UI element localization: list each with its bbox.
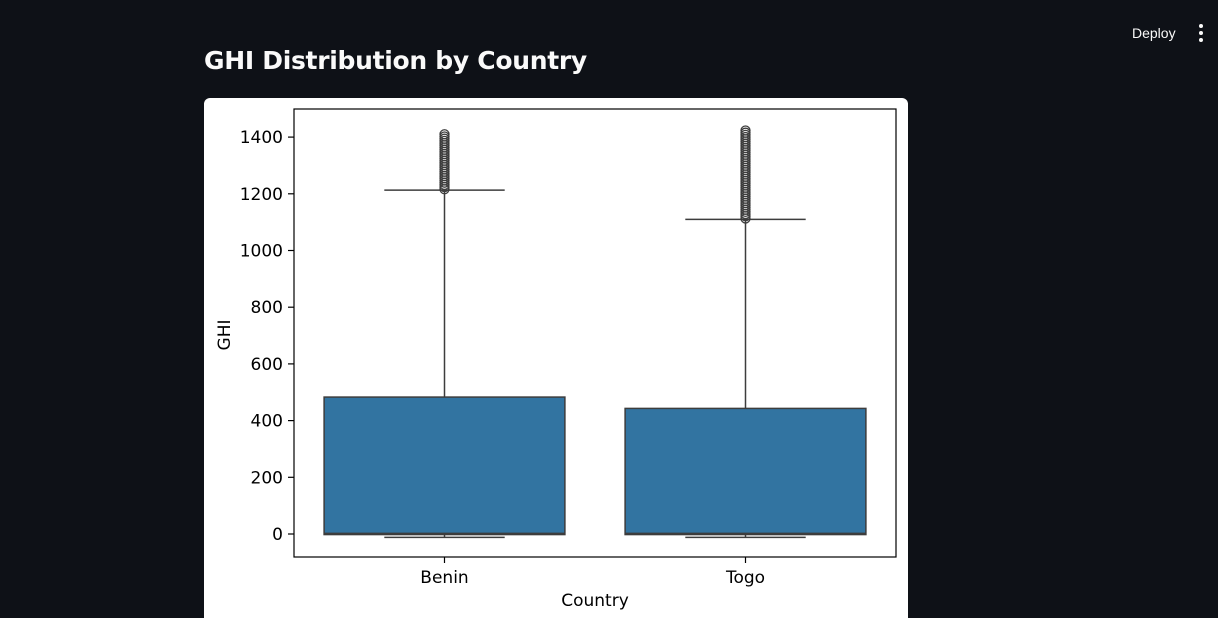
y-tick-label: 400	[251, 412, 283, 432]
box-togo	[624, 125, 867, 539]
boxes	[323, 125, 867, 539]
ellipsis-dot	[1199, 38, 1203, 42]
x-tick-label: Benin	[420, 568, 468, 588]
y-tick-label: 600	[251, 355, 283, 375]
y-tick-label: 1200	[240, 185, 283, 205]
outliers	[439, 129, 450, 195]
page-title: GHI Distribution by Country	[204, 46, 587, 75]
outlier-point	[740, 125, 751, 136]
vertical-ellipsis-icon	[1199, 24, 1203, 28]
deploy-button[interactable]: Deploy	[1132, 25, 1176, 41]
y-tick-label: 800	[251, 298, 283, 318]
chart-card: 0 200 400 600 800 1000 1200 1400 Benin Togo GHI …	[204, 98, 908, 618]
y-axis-label: GHI	[215, 320, 235, 351]
y-tick-label: 1400	[240, 128, 283, 148]
plot-area-frame	[293, 108, 897, 558]
ellipsis-dot	[1199, 31, 1203, 35]
x-axis-label: Country	[561, 591, 629, 611]
box-body	[624, 407, 867, 536]
x-axis: Benin Togo	[420, 557, 765, 588]
y-tick-label: 0	[272, 525, 283, 545]
app-header: Deploy	[0, 0, 1218, 60]
y-axis: 0 200 400 600 800 1000 1200 1400	[240, 128, 294, 545]
box-benin	[323, 129, 566, 539]
outliers	[740, 125, 751, 224]
box-body	[323, 396, 566, 536]
main-menu-button[interactable]	[1190, 22, 1212, 44]
y-tick-label: 1000	[240, 242, 283, 262]
x-tick-label: Togo	[725, 568, 765, 588]
outlier-point	[439, 129, 450, 140]
y-tick-label: 200	[251, 468, 283, 488]
